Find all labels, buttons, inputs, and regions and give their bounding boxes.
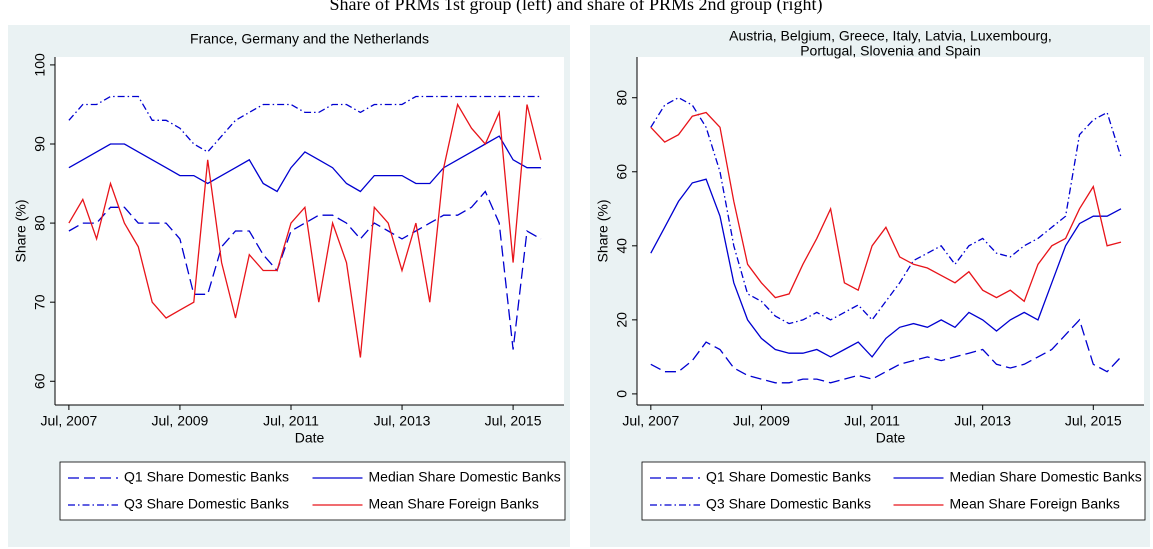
series-line — [650, 96, 1122, 325]
legend-label: Q3 Share Domestic Banks — [706, 496, 871, 512]
y-tick-label: 40 — [614, 238, 630, 254]
legend-label: Q3 Share Domestic Banks — [124, 496, 289, 512]
chart-title: Austria, Belgium, Greece, Italy, Latvia,… — [729, 28, 1052, 44]
legend-label: Median Share Domestic Banks — [950, 469, 1142, 485]
legend-label: Mean Share Foreign Banks — [950, 496, 1120, 512]
legend — [641, 461, 1146, 521]
y-tick-label: 90 — [32, 136, 48, 152]
y-axis-title: Share (%) — [13, 199, 29, 262]
chart-title: Portugal, Slovenia and Spain — [800, 43, 981, 59]
y-tick-label: 20 — [614, 312, 630, 328]
x-tick-label: Jul, 2013 — [954, 413, 1011, 429]
figure-title: Share of PRMs 1st group (left) and share… — [330, 0, 823, 15]
legend-label: Q1 Share Domestic Banks — [706, 469, 871, 485]
x-tick-label: Jul, 2011 — [263, 413, 319, 429]
y-tick-label: 60 — [614, 164, 630, 180]
plot-area — [55, 57, 564, 405]
y-tick-label: 100 — [32, 53, 48, 77]
plot-area — [637, 57, 1144, 405]
series-line — [68, 190, 542, 350]
x-tick-label: Jul, 2009 — [152, 413, 209, 429]
x-tick-label: Jul, 2015 — [1065, 413, 1122, 429]
y-tick-label: 0 — [614, 390, 630, 398]
x-tick-label: Jul, 2013 — [374, 413, 431, 429]
chart-title: France, Germany and the Netherlands — [190, 31, 429, 47]
x-tick-label: Jul, 2011 — [844, 413, 900, 429]
y-tick-label: 80 — [32, 215, 48, 231]
legend-label: Q1 Share Domestic Banks — [124, 469, 289, 485]
y-axis-title: Share (%) — [595, 199, 611, 262]
series-line — [68, 95, 541, 153]
series-line — [650, 318, 1122, 384]
panel: Austria, Belgium, Greece, Italy, Latvia,… — [590, 25, 1150, 547]
x-tick-label: Jul, 2015 — [485, 413, 542, 429]
series-line — [68, 135, 541, 193]
y-tick-label: 80 — [614, 90, 630, 106]
x-axis-title: Date — [876, 430, 906, 446]
panel: France, Germany and the Netherlands 60 70 8… — [8, 25, 570, 547]
x-tick-label: Jul, 2007 — [622, 413, 679, 429]
legend-label: Mean Share Foreign Banks — [369, 496, 539, 512]
series-line — [650, 111, 1122, 303]
y-tick-label: 70 — [32, 294, 48, 310]
x-axis-title: Date — [295, 430, 325, 446]
series-line — [68, 102, 542, 358]
y-tick-label: 60 — [32, 373, 48, 389]
x-tick-label: Jul, 2009 — [733, 413, 790, 429]
legend — [59, 461, 566, 521]
legend-label: Median Share Domestic Banks — [369, 469, 561, 485]
series-line — [650, 178, 1122, 358]
x-tick-label: Jul, 2007 — [40, 413, 97, 429]
